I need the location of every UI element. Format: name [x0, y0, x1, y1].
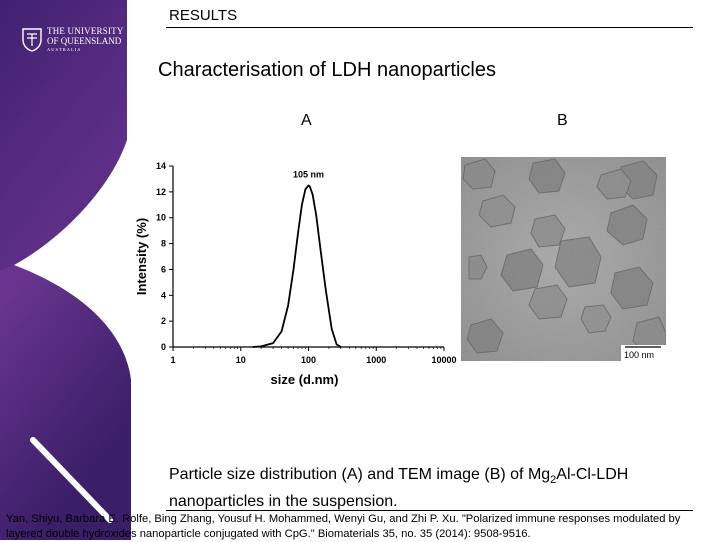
y-tick-label: 12	[156, 187, 166, 197]
y-tick-label: 10	[156, 213, 166, 223]
caption-text-1: Particle size distribution (A) and TEM i…	[169, 466, 551, 483]
logo-line-1: THE UNIVERSITY	[47, 26, 124, 36]
slide-title: Characterisation of LDH nanoparticles	[158, 59, 496, 81]
logo-line-3: AUSTRALIA	[47, 47, 82, 52]
y-tick-label: 14	[156, 161, 166, 171]
y-tick-label: 6	[161, 264, 166, 274]
crest-icon	[22, 28, 42, 52]
x-tick-label: 10000	[431, 355, 456, 365]
section-heading: RESULTS	[169, 7, 238, 24]
y-tick-label: 8	[161, 239, 166, 249]
x-tick-label: 1	[170, 355, 175, 365]
x-tick-label: 100	[301, 355, 316, 365]
tem-image: 100 nm	[461, 157, 666, 361]
y-tick-label: 0	[161, 342, 166, 352]
figure-caption: Particle size distribution (A) and TEM i…	[169, 464, 709, 513]
y-tick-label: 2	[161, 316, 166, 326]
caption-text-2: Al-Cl-LDH nanoparticles in the suspensio…	[169, 466, 629, 511]
top-divider	[166, 27, 693, 28]
caption-subscript: 2	[550, 474, 557, 487]
scale-bar-label: 100 nm	[624, 350, 654, 360]
sidebar-decoration: THE UNIVERSITY OF QUEENSLAND AUSTRALIA	[0, 0, 140, 540]
size-distribution-chart: 0 2 4 6 8 10 12 14 1 10 100 1000 10000 105 nm size (d.…	[134, 161, 457, 387]
panel-label-a: A	[301, 112, 312, 129]
logo-line-2: OF QUEENSLAND	[47, 36, 122, 46]
x-tick-label: 1000	[366, 355, 386, 365]
x-axis-label: size (d.nm)	[271, 372, 339, 387]
series-line	[252, 184, 342, 348]
x-tick-label: 10	[236, 355, 246, 365]
bottom-divider	[166, 510, 693, 511]
citation: Yan, Shiyu, Barbara E. Rolfe, Bing Zhang…	[6, 513, 681, 540]
sidebar-background	[0, 0, 131, 540]
peak-annotation: 105 nm	[293, 169, 324, 179]
panel-label-b: B	[557, 112, 568, 129]
y-axis-label: Intensity (%)	[134, 218, 149, 295]
y-tick-label: 4	[161, 290, 166, 300]
university-logo: THE UNIVERSITY OF QUEENSLAND AUSTRALIA	[22, 26, 123, 56]
